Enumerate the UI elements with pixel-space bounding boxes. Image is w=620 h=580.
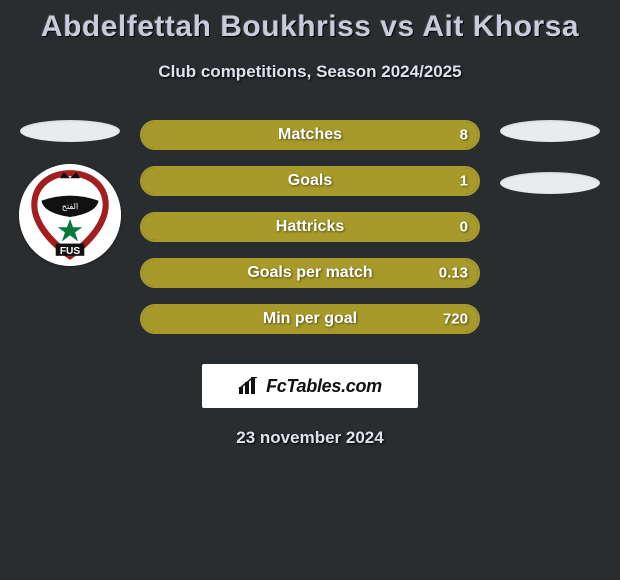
infographic-root: Abdelfettah Boukhriss vs Ait Khorsa Club… [0,0,620,580]
stat-bars: Matches 8 Goals 1 Hattricks 0 Goals per match 0… [140,120,480,334]
stat-bar-label: Matches [278,126,342,144]
player-placeholder-icon [20,120,120,142]
club-badge-svg: الفتح FUS [19,164,121,266]
stat-bar: Hattricks 0 [140,212,480,242]
stats-area: الفتح FUS Matches 8 Goals 1 Hattricks 0 Goals … [0,120,620,350]
left-player-column: الفتح FUS [10,120,130,266]
stat-bar-right-value: 0.13 [439,265,468,282]
right-player-column [490,120,610,194]
club-badge-arabic-icon: الفتح [62,202,79,211]
stat-bar-right-value: 8 [460,127,468,144]
stat-bar-label: Hattricks [276,218,344,236]
stat-bar-right-value: 720 [443,311,468,328]
fctables-bars-icon [238,377,260,395]
stat-bar-label: Goals per match [247,264,372,282]
stat-bar-right-value: 1 [460,173,468,190]
stat-bar-label: Goals [288,172,332,190]
club-badge-left: الفتح FUS [19,164,121,266]
club-badge-text: FUS [60,246,81,257]
stat-bar-right-value: 0 [460,219,468,236]
player-placeholder-icon [500,120,600,142]
stat-bar-label: Min per goal [263,310,357,328]
fctables-label: FcTables.com [266,376,382,397]
datestamp: 23 november 2024 [0,428,620,448]
stat-bar: Goals 1 [140,166,480,196]
stat-bar: Goals per match 0.13 [140,258,480,288]
subtitle: Club competitions, Season 2024/2025 [0,62,620,82]
stat-bar: Min per goal 720 [140,304,480,334]
stat-bar: Matches 8 [140,120,480,150]
fctables-watermark: FcTables.com [202,364,418,408]
club-placeholder-icon [500,172,600,194]
page-title: Abdelfettah Boukhriss vs Ait Khorsa [0,0,620,44]
